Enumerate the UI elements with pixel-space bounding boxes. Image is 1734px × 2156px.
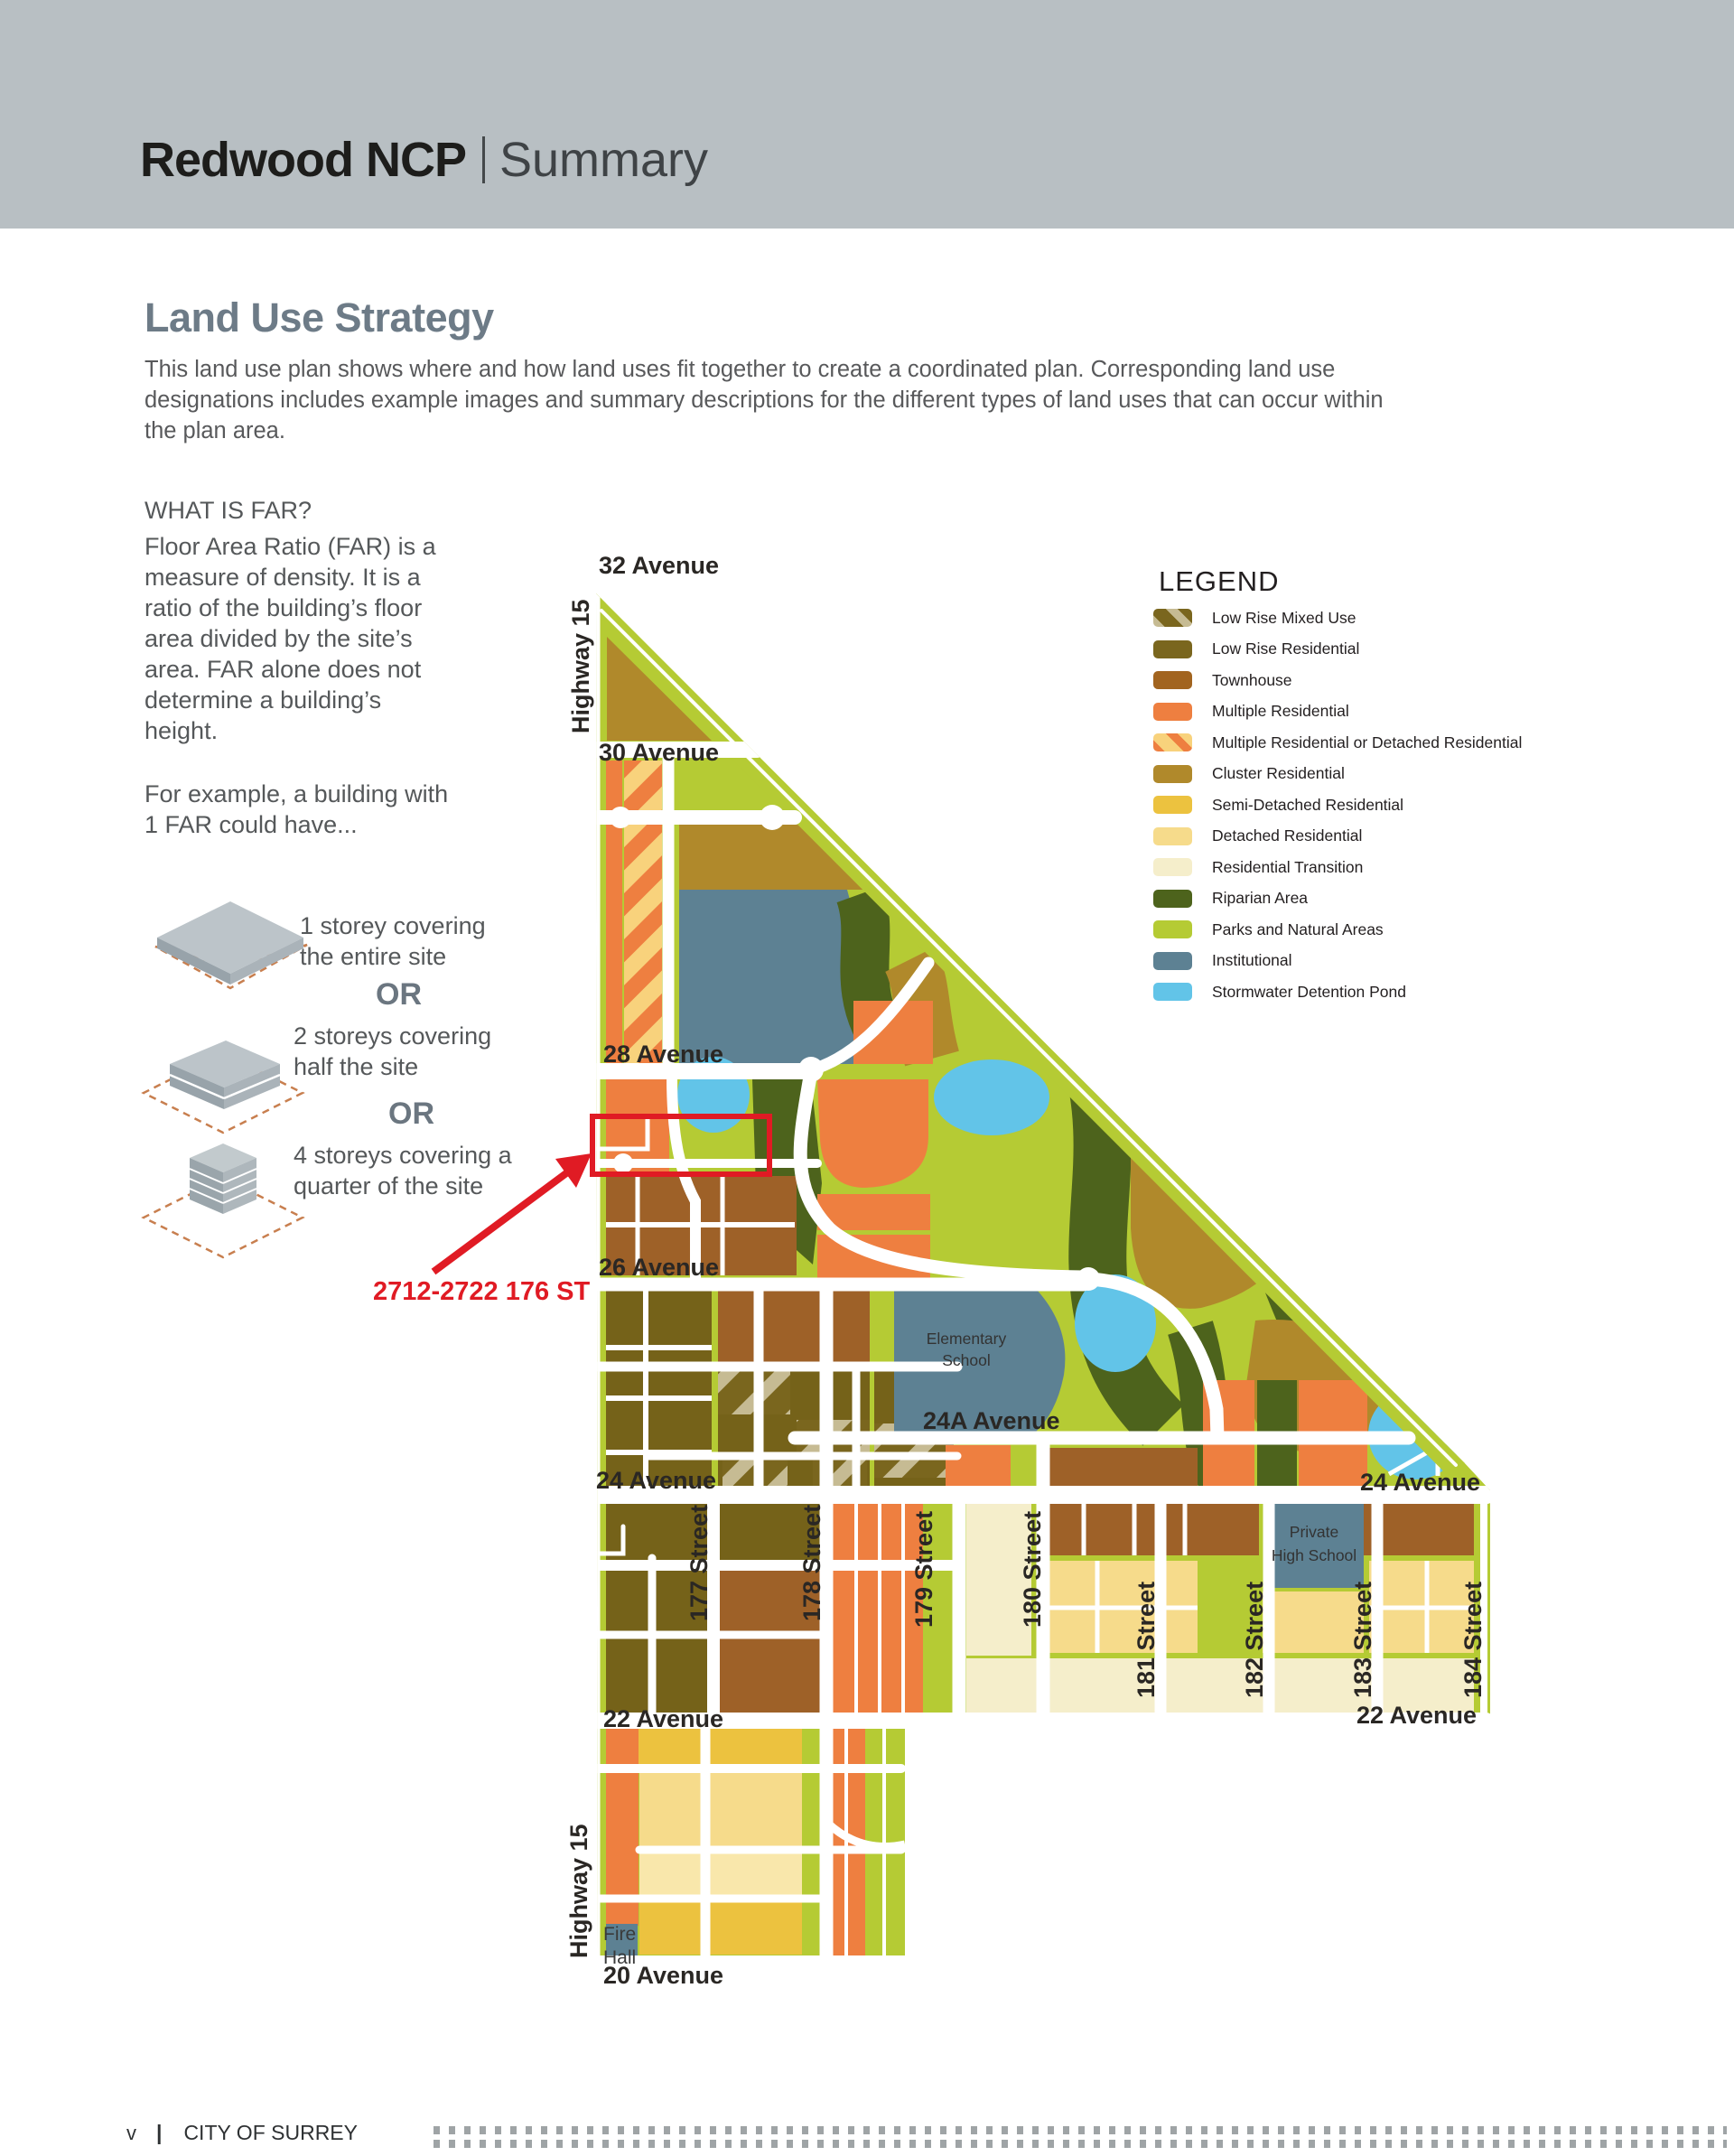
annotation-address: 2712-2722 176 ST <box>373 1277 591 1306</box>
cluster-area <box>607 637 712 741</box>
label-24-avenue-right: 24 Avenue <box>1360 1469 1480 1496</box>
legend-item: Riparian Area <box>1153 889 1560 908</box>
label-183-street: 183 Street <box>1349 1582 1376 1698</box>
legend-item: Low Rise Residential <box>1153 639 1560 658</box>
legend-item: Detached Residential <box>1153 826 1560 845</box>
map-parcels <box>596 593 1490 1955</box>
label-fire-hall-2: Hall <box>603 1947 636 1968</box>
legend-item: Parks and Natural Areas <box>1153 920 1560 938</box>
label-177-street: 177 Street <box>685 1505 713 1621</box>
four-storey-diagram-icon <box>141 1143 305 1259</box>
label-private-high-school-2: High School <box>1272 1546 1356 1564</box>
or-separator-2: OR <box>388 1097 434 1131</box>
pond <box>1075 1274 1156 1372</box>
page-number: v <box>126 2122 136 2144</box>
label-178-street: 178 Street <box>798 1505 825 1621</box>
legend-item: Low Rise Mixed Use <box>1153 609 1560 627</box>
legend-item: Semi-Detached Residential <box>1153 796 1560 814</box>
label-highway-15-top: Highway 15 <box>567 599 594 733</box>
legend-item: Townhouse <box>1153 671 1560 689</box>
map-roads <box>596 593 1490 1955</box>
multiple-or-detached-swatch <box>1153 733 1192 751</box>
fire-hall-area <box>605 1924 638 1955</box>
semi-detached-swatch <box>1153 796 1192 814</box>
legend-title: LEGEND <box>1159 565 1280 597</box>
detached-residential-swatch <box>1153 826 1192 845</box>
option-1-label: 1 storey covering the entire site <box>300 912 486 970</box>
map-place-labels: Elementary School Private High School <box>927 1330 1356 1564</box>
townhouse-swatch <box>1153 671 1192 689</box>
label-highway-15-bottom: Highway 15 <box>565 1824 592 1958</box>
roundabouts <box>610 805 1100 1291</box>
low-rise-residential-swatch <box>1153 639 1192 658</box>
label-22-avenue-right: 22 Avenue <box>1356 1702 1477 1729</box>
title-divider <box>482 136 485 183</box>
label-fire-hall-1: Fire <box>603 1924 636 1945</box>
two-storey-diagram-icon <box>141 1041 305 1134</box>
cluster-residential-swatch <box>1153 764 1192 783</box>
label-32-avenue: 32 Avenue <box>599 552 719 579</box>
legend-item: Cluster Residential <box>1153 764 1560 783</box>
legend-item: Multiple Residential <box>1153 702 1560 721</box>
label-elementary-school-2: School <box>942 1351 991 1369</box>
legend-item: Institutional <box>1153 951 1560 970</box>
elementary-school-area <box>894 1290 1066 1433</box>
label-private-high-school-1: Private <box>1290 1523 1338 1541</box>
doc-title: Redwood NCP <box>140 133 467 187</box>
far-title: WHAT IS FAR? <box>144 497 312 524</box>
riparian-area-swatch <box>1153 889 1192 908</box>
parks-natural-areas-swatch <box>1153 920 1192 938</box>
label-28-avenue: 28 Avenue <box>603 1041 723 1068</box>
residential-transition-swatch <box>1153 858 1192 876</box>
label-182-street: 182 Street <box>1241 1582 1268 1698</box>
page-header: Redwood NCP Summary <box>0 0 1734 229</box>
label-24a-avenue: 24A Avenue <box>923 1407 1060 1434</box>
label-26-avenue: 26 Avenue <box>599 1254 719 1281</box>
legend-item: Stormwater Detention Pond <box>1153 983 1560 1001</box>
multiple-residential-swatch <box>1153 702 1192 721</box>
legend-item: Multiple Residential or Detached Residen… <box>1153 733 1560 751</box>
fire-hall-label: Fire Hall <box>603 1924 636 1968</box>
far-example-intro: For example, a building with 1 FAR could… <box>144 780 449 838</box>
label-179-street: 179 Street <box>910 1511 937 1628</box>
highlighted-site-outline <box>590 1114 772 1177</box>
institutional-swatch <box>1153 951 1192 970</box>
stormwater-pond-swatch <box>1153 983 1192 1001</box>
label-elementary-school-1: Elementary <box>927 1330 1007 1348</box>
page-footer: v | CITY OF SURREY <box>126 2121 358 2145</box>
land-use-map: 32 Avenue Highway 15 30 Avenue 28 Avenue… <box>565 552 1490 1989</box>
pond <box>934 1059 1049 1135</box>
doc-subtitle: Summary <box>499 133 709 187</box>
map-labels: 32 Avenue Highway 15 30 Avenue 28 Avenue… <box>565 552 1487 1989</box>
label-22-avenue-left: 22 Avenue <box>603 1705 723 1732</box>
private-high-school-area <box>1264 1499 1364 1588</box>
label-181-street: 181 Street <box>1133 1582 1160 1698</box>
option-3-label: 4 storeys covering a quarter of the site <box>294 1142 512 1199</box>
annotation-arrow-icon <box>431 1153 592 1275</box>
label-184-street: 184 Street <box>1459 1582 1487 1698</box>
section-heading: Land Use Strategy <box>144 294 494 341</box>
low-rise-mixed-use-swatch <box>1153 609 1192 627</box>
label-24-avenue-left: 24 Avenue <box>596 1467 716 1494</box>
label-180-street: 180 Street <box>1019 1511 1046 1628</box>
institutional-area <box>679 890 894 1064</box>
footer-org: CITY OF SURREY <box>183 2121 358 2144</box>
footer-dotted-rule-1 <box>434 2126 1727 2134</box>
footer-dotted-rule-2 <box>434 2140 1727 2148</box>
intro-paragraph: This land use plan shows where and how l… <box>144 357 1384 443</box>
far-body: Floor Area Ratio (FAR) is a measure of d… <box>144 533 436 744</box>
one-storey-diagram-icon <box>154 901 308 990</box>
or-separator-1: OR <box>376 977 422 1012</box>
option-2-label: 2 storeys covering half the site <box>294 1022 492 1080</box>
footer-separator: | <box>156 2121 163 2144</box>
legend-item: Residential Transition <box>1153 858 1560 876</box>
label-30-avenue: 30 Avenue <box>599 739 719 766</box>
label-20-avenue: 20 Avenue <box>603 1962 723 1989</box>
map-legend: LEGEND Low Rise Mixed Use Low Rise Resid… <box>1153 565 1560 1014</box>
